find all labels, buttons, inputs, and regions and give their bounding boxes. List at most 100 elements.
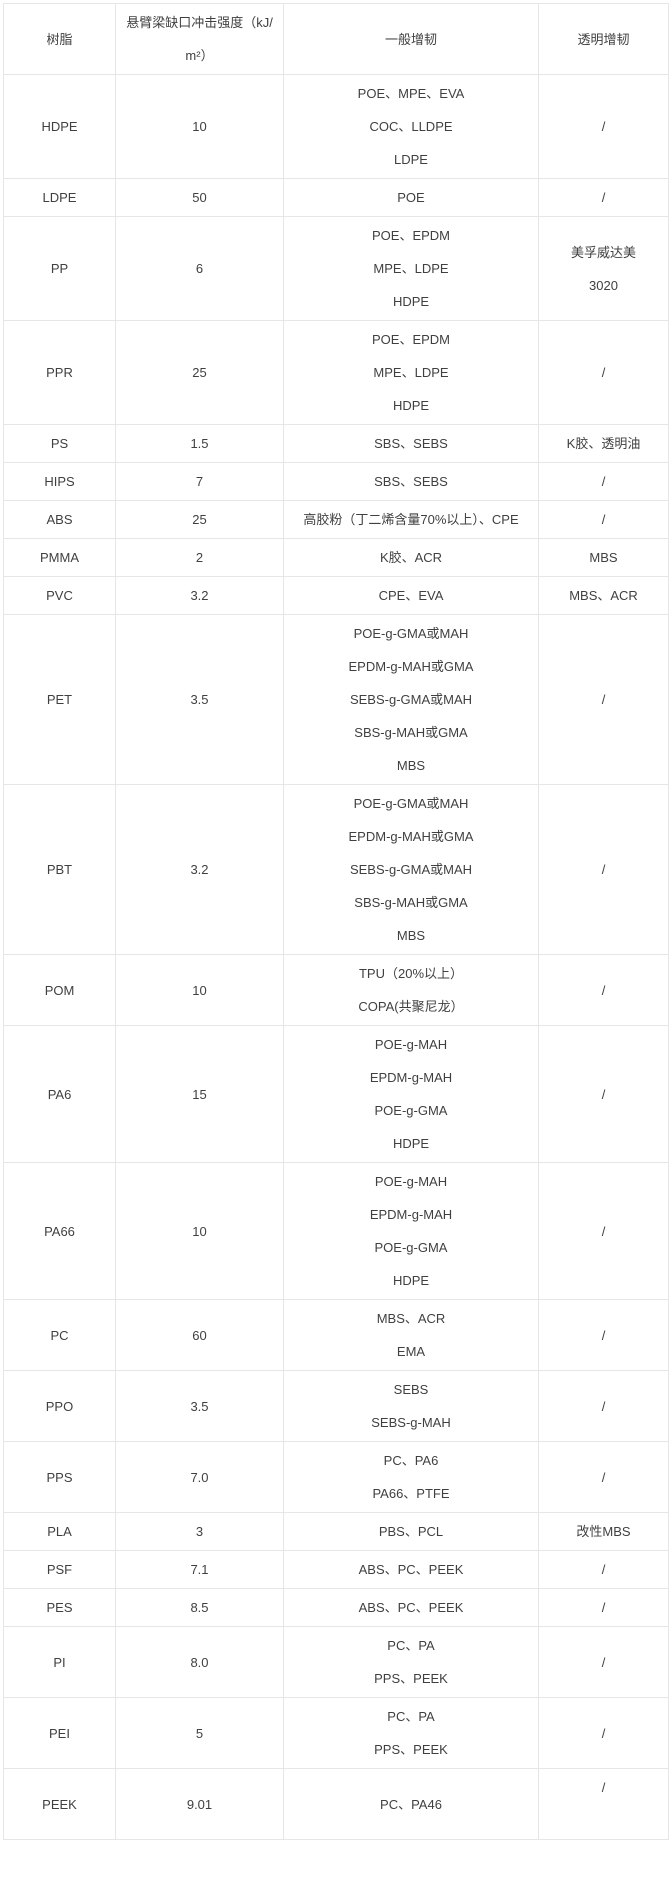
- table-row: PPO 3.5 SEBS SEBS-g-MAH /: [3, 1370, 669, 1442]
- cell-line: PPO: [45, 1398, 74, 1414]
- table-row: PPR 25 POE、EPDM MPE、LDPE HDPE /: [3, 320, 669, 425]
- general-toughening-cell: TPU（20%以上） COPA(共聚尼龙）: [283, 954, 539, 1026]
- cell-line: 美孚威达美: [570, 244, 636, 260]
- cell-line: 25: [192, 512, 207, 527]
- transparent-toughening-cell: MBS: [538, 538, 669, 577]
- impact-strength-cell: 9.01: [115, 1768, 284, 1840]
- transparent-toughening-cell: /: [538, 462, 669, 501]
- cell-line: PC、PA46: [380, 1796, 442, 1812]
- cell-line: EPDM-g-MAH或GMA: [348, 659, 474, 674]
- cell-line: POE-g-GMA: [374, 1103, 448, 1118]
- cell-line: LDPE: [394, 152, 428, 167]
- cell-line: 7.0: [190, 1469, 209, 1485]
- header-resin: 树脂: [3, 3, 116, 75]
- general-toughening-cell: CPE、EVA: [283, 576, 539, 615]
- cell-line: 10: [192, 1223, 207, 1239]
- impact-strength-cell: 7: [115, 462, 284, 501]
- cell-line: /: [601, 692, 606, 707]
- cell-line: /: [601, 1223, 606, 1239]
- table-row: HDPE 10 POE、MPE、EVA COC、LLDPE LDPE /: [3, 74, 669, 179]
- table-row: PS 1.5 SBS、SEBS K胶、透明油: [3, 424, 669, 463]
- cell-line: HDPE: [392, 1273, 430, 1288]
- cell-line: PA66: [44, 1223, 75, 1239]
- table-row: PPS 7.0 PC、PA6 PA66、PTFE /: [3, 1441, 669, 1513]
- general-toughening-cell: PC、PA PPS、PEEK: [283, 1626, 539, 1698]
- cell-line: PC、PA: [387, 1638, 435, 1653]
- table-row: PET 3.5 POE-g-GMA或MAH EPDM-g-MAH或GMA SEBS-g-…: [3, 614, 669, 785]
- cell-line: /: [601, 474, 606, 489]
- transparent-toughening-cell: /: [538, 178, 669, 217]
- cell-line: /: [601, 1327, 606, 1343]
- general-toughening-cell: POE、EPDM MPE、LDPE HDPE: [283, 320, 539, 425]
- resin-cell: PA66: [3, 1162, 116, 1300]
- resin-cell: PSF: [3, 1550, 116, 1589]
- table-row: PI 8.0 PC、PA PPS、PEEK /: [3, 1626, 669, 1698]
- impact-strength-cell: 5: [115, 1697, 284, 1769]
- resin-cell: LDPE: [3, 178, 116, 217]
- cell-line: MBS: [396, 758, 426, 773]
- cell-line: POE-g-MAH: [374, 1174, 448, 1189]
- general-toughening-cell: ABS、PC、PEEK: [283, 1550, 539, 1589]
- general-toughening-cell: PC、PA6 PA66、PTFE: [283, 1441, 539, 1513]
- cell-line: PS: [50, 436, 69, 451]
- cell-line: PBT: [46, 862, 73, 877]
- cell-line: POE-g-GMA或MAH: [353, 626, 469, 641]
- cell-line: /: [601, 365, 606, 380]
- cell-line: PSF: [46, 1562, 73, 1577]
- impact-strength-cell: 3.5: [115, 1370, 284, 1442]
- cell-line: MPE、LDPE: [373, 261, 449, 276]
- cell-line: 9.01: [186, 1796, 213, 1812]
- resin-cell: PPS: [3, 1441, 116, 1513]
- resin-cell: PLA: [3, 1512, 116, 1551]
- cell-line: POM: [44, 982, 75, 998]
- transparent-toughening-cell: K胶、透明油: [538, 424, 669, 463]
- table-row: PC 60 MBS、ACR EMA /: [3, 1299, 669, 1371]
- resin-cell: PEEK: [3, 1768, 116, 1840]
- table-header: 树脂 悬臂梁缺口冲击强度（kJ/m²） 一般增韧 透明增韧: [3, 3, 669, 75]
- cell-line: PPS: [46, 1469, 73, 1485]
- cell-line: PA66、PTFE: [372, 1486, 450, 1501]
- resin-cell: PPO: [3, 1370, 116, 1442]
- cell-line: 3.2: [190, 862, 209, 877]
- table-row: PEI 5 PC、PA PPS、PEEK /: [3, 1697, 669, 1769]
- resin-cell: PES: [3, 1588, 116, 1627]
- table-row: PEEK 9.01 PC、PA46 /: [3, 1768, 669, 1840]
- header-row: 树脂 悬臂梁缺口冲击强度（kJ/m²） 一般增韧 透明增韧: [3, 3, 669, 75]
- cell-line: /: [601, 1654, 606, 1670]
- cell-line: EPDM-g-MAH或GMA: [348, 829, 474, 844]
- resin-toughening-table: 树脂 悬臂梁缺口冲击强度（kJ/m²） 一般增韧 透明增韧 HDPE 10 POE、…: [3, 3, 669, 1840]
- table-body: HDPE 10 POE、MPE、EVA COC、LLDPE LDPE / LDPE 50 POE…: [3, 74, 669, 1840]
- cell-line: 60: [192, 1327, 207, 1343]
- impact-strength-cell: 1.5: [115, 424, 284, 463]
- cell-line: 6: [195, 261, 204, 276]
- impact-strength-cell: 15: [115, 1025, 284, 1163]
- cell-line: 2: [195, 550, 204, 565]
- cell-line: PPR: [46, 365, 73, 380]
- cell-line: PEI: [49, 1725, 70, 1741]
- cell-line: PA6: [47, 1086, 72, 1102]
- cell-line: SEBS-g-MAH: [371, 1415, 451, 1430]
- resin-cell: POM: [3, 954, 116, 1026]
- cell-line: SBS、SEBS: [374, 436, 448, 451]
- cell-line: 25: [192, 365, 207, 380]
- cell-line: SBS、SEBS: [374, 474, 448, 489]
- cell-line: EPDM-g-MAH: [369, 1070, 453, 1085]
- transparent-toughening-cell: /: [538, 1697, 669, 1769]
- resin-cell: HDPE: [3, 74, 116, 179]
- cell-line: MBS、ACR: [569, 588, 638, 603]
- cell-line: PC、PA: [387, 1709, 435, 1724]
- table-row: PA66 10 POE-g-MAH EPDM-g-MAH POE-g-GMA HDPE /: [3, 1162, 669, 1300]
- resin-cell: PC: [3, 1299, 116, 1371]
- transparent-toughening-cell: /: [538, 500, 669, 539]
- cell-line: 3020: [589, 277, 618, 293]
- transparent-toughening-cell: /: [538, 1626, 669, 1698]
- cell-line: PPS、PEEK: [374, 1671, 448, 1686]
- resin-cell: ABS: [3, 500, 116, 539]
- general-toughening-cell: PC、PA PPS、PEEK: [283, 1697, 539, 1769]
- cell-line: SBS-g-MAH或GMA: [354, 895, 468, 910]
- table-row: PA6 15 POE-g-MAH EPDM-g-MAH POE-g-GMA HDPE /: [3, 1025, 669, 1163]
- resin-cell: PI: [3, 1626, 116, 1698]
- table-row: HIPS 7 SBS、SEBS /: [3, 462, 669, 501]
- cell-line: LDPE: [42, 190, 77, 205]
